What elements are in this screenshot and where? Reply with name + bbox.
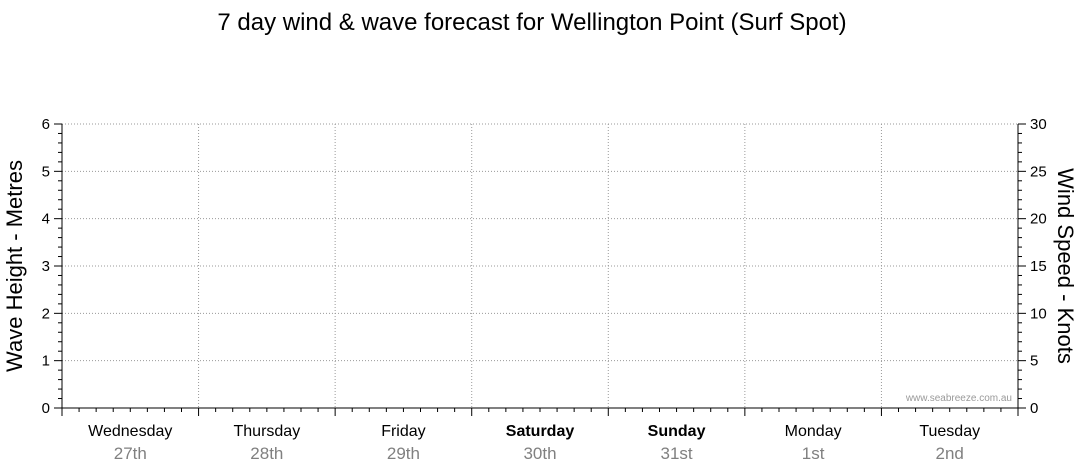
x-day-label: Monday xyxy=(785,423,842,440)
left-axis-title: Wave Height - Metres xyxy=(2,160,27,372)
x-date-label: 27th xyxy=(114,444,147,463)
left-tick-label: 4 xyxy=(42,211,50,228)
right-tick-label: 30 xyxy=(1030,116,1047,133)
left-tick-label: 5 xyxy=(42,163,50,180)
right-tick-label: 5 xyxy=(1030,353,1038,370)
right-tick-label: 15 xyxy=(1030,258,1047,275)
x-day-label: Saturday xyxy=(506,423,575,440)
x-date-label: 28th xyxy=(250,444,283,463)
x-day-label: Friday xyxy=(381,423,425,440)
right-tick-label: 20 xyxy=(1030,211,1047,228)
left-tick-label: 2 xyxy=(42,305,50,322)
left-tick-label: 3 xyxy=(42,258,50,275)
left-tick-label: 6 xyxy=(42,116,50,133)
x-date-label: 1st xyxy=(802,444,825,463)
chart-title: 7 day wind & wave forecast for Wellingto… xyxy=(217,9,846,36)
x-day-label: Wednesday xyxy=(88,423,172,440)
x-date-label: 29th xyxy=(387,444,420,463)
label-layer: 0 1 2 3 4 5 6 0 5 10 15 20 25 30 Wednesday 27th Thursday… xyxy=(42,116,1047,463)
right-tick-label: 0 xyxy=(1030,400,1038,417)
x-date-label: 30th xyxy=(523,444,556,463)
grid-layer xyxy=(62,123,1018,408)
x-date-label: 2nd xyxy=(936,444,964,463)
x-day-label: Sunday xyxy=(648,423,706,440)
right-tick-label: 25 xyxy=(1030,163,1047,180)
left-tick-label: 1 xyxy=(42,353,50,370)
x-day-label: Thursday xyxy=(234,423,301,440)
right-axis-title: Wind Speed - Knots xyxy=(1053,168,1078,364)
right-tick-label: 10 xyxy=(1030,305,1047,322)
left-tick-label: 0 xyxy=(42,400,50,417)
axis-layer xyxy=(54,123,1026,416)
watermark-text: www.seabreeze.com.au xyxy=(905,393,1012,404)
x-day-label: Tuesday xyxy=(919,423,980,440)
x-date-label: 31st xyxy=(661,444,693,463)
